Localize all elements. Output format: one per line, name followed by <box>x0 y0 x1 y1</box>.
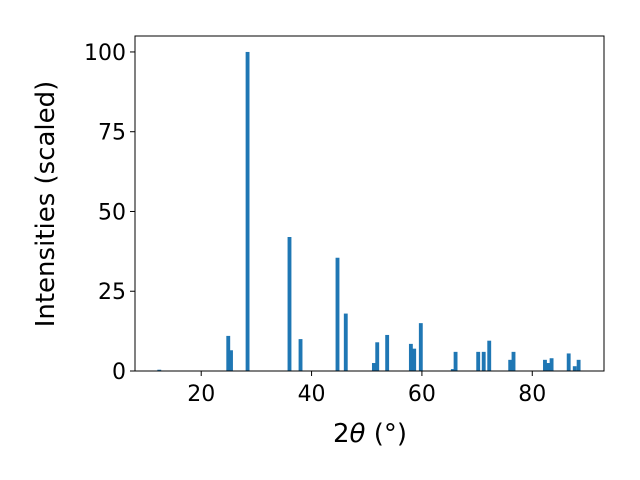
bar-1 <box>226 335 231 371</box>
x-axis-label-unit: (°) <box>365 419 407 449</box>
bar-16 <box>476 351 481 371</box>
bar-5 <box>298 339 303 371</box>
y-tick-label-100: 100 <box>84 41 126 66</box>
x-tick-label-60: 60 <box>408 382 436 407</box>
bar-18 <box>487 340 492 371</box>
bar-4 <box>287 237 292 371</box>
bar-14 <box>450 369 455 371</box>
x-axis-label: 2θ (°) <box>333 419 407 449</box>
y-tick-label-50: 50 <box>98 200 126 225</box>
bar-26 <box>576 359 581 371</box>
y-tick-label-25: 25 <box>98 280 126 305</box>
bar-7 <box>343 313 348 371</box>
bar-6 <box>335 257 340 371</box>
plot-frame <box>134 35 605 372</box>
x-tick-label-20: 20 <box>187 382 215 407</box>
bar-13 <box>418 323 423 371</box>
bar-3 <box>245 51 250 371</box>
y-tick-label-0: 0 <box>112 360 126 385</box>
y-axis-ticks: 0 25 50 75 100 <box>84 41 135 385</box>
x-axis-label-theta: θ <box>350 419 366 449</box>
bar-17 <box>481 351 486 371</box>
bar-23 <box>549 358 554 371</box>
bar-22 <box>546 363 551 371</box>
bar-2 <box>229 350 233 371</box>
x-tick-label-80: 80 <box>518 382 546 407</box>
y-axis-label: Intensities (scaled) <box>31 81 61 328</box>
bar-12 <box>412 348 417 371</box>
x-axis-label-prefix: 2 <box>333 419 350 449</box>
bar-10 <box>385 334 390 371</box>
bar-25 <box>572 366 577 371</box>
bar-15 <box>453 351 458 371</box>
y-tick-label-75: 75 <box>98 121 126 146</box>
bar-20 <box>511 351 516 371</box>
bar-21 <box>543 359 547 371</box>
bar-8 <box>371 363 376 371</box>
bar-24 <box>566 353 571 371</box>
x-tick-label-40: 40 <box>298 382 326 407</box>
bar-0 <box>157 369 162 371</box>
bar-19 <box>508 359 513 371</box>
bar-11 <box>408 343 413 371</box>
x-axis-ticks: 20 40 60 80 <box>187 371 546 407</box>
bars-group <box>157 51 581 371</box>
bar-9 <box>375 342 380 371</box>
